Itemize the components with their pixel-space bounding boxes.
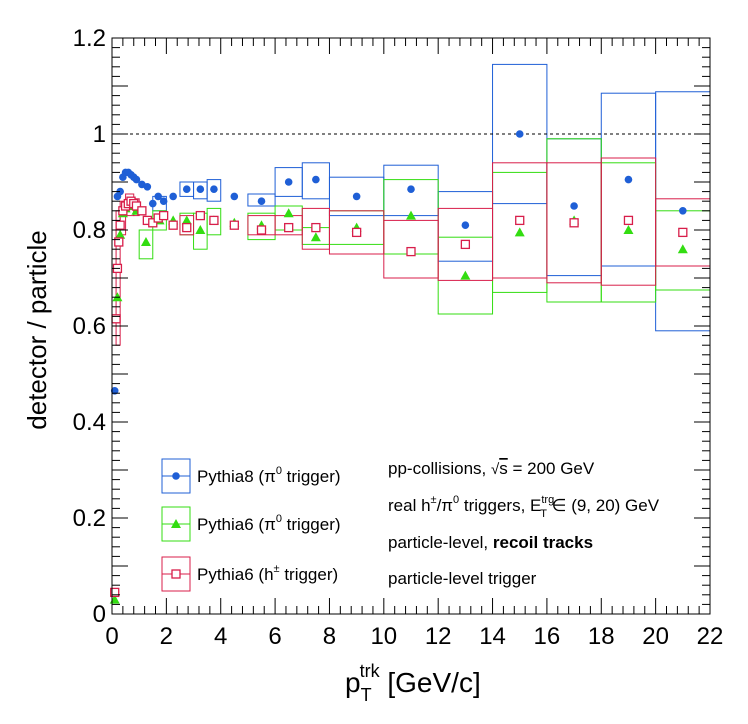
data-point	[115, 220, 125, 230]
data-point	[406, 246, 416, 257]
data-point	[182, 185, 191, 193]
y-tick-label: 0.2	[73, 505, 106, 532]
data-point	[132, 175, 141, 184]
y-tick-label: 1	[93, 121, 106, 148]
data-point	[514, 227, 525, 237]
data-point	[624, 175, 633, 184]
data-point	[284, 222, 294, 233]
y-tick-label: 0.4	[73, 409, 106, 436]
data-point	[256, 225, 267, 235]
data-point	[114, 237, 124, 247]
systematic-box	[247, 193, 276, 207]
data-point	[515, 130, 524, 138]
y-tick-label: 1.2	[73, 25, 106, 52]
y-tick-label: 0.6	[73, 313, 106, 340]
annotations: pp-collisions, √s = 200 GeV real h±/π0 tr…	[388, 459, 660, 588]
y-tick-label: 0	[93, 601, 106, 628]
data-point	[137, 206, 147, 216]
data-point	[679, 207, 687, 215]
data-point	[310, 232, 321, 242]
legend-label: Pythia6 (π0 trigger)	[197, 513, 341, 534]
data-point	[148, 218, 158, 228]
data-point	[312, 175, 320, 184]
axis-ticks	[111, 37, 711, 615]
x-tick-label: 22	[697, 623, 724, 650]
x-tick-label: 20	[642, 623, 669, 650]
data-point	[169, 192, 177, 201]
data-point	[623, 215, 634, 226]
x-tick-label: 12	[425, 623, 452, 650]
legend-marker	[171, 569, 181, 579]
annotation-line: pp-collisions, √s = 200 GeV	[388, 459, 595, 478]
legend: Pythia8 (π0 trigger) Pythia6 (π0 trigger)…	[161, 458, 341, 592]
data-point	[460, 239, 471, 250]
data-point	[623, 225, 634, 234]
legend-label: Pythia6 (h± trigger)	[197, 563, 338, 584]
data-point	[407, 185, 415, 193]
data-point	[148, 199, 157, 208]
data-point	[460, 270, 471, 280]
x-tick-label: 14	[479, 623, 506, 650]
annotation-line: particle-level trigger	[388, 569, 537, 588]
data-point	[159, 197, 168, 205]
data-point	[182, 222, 192, 233]
data-point	[406, 210, 416, 220]
data-point	[677, 244, 688, 254]
data-point	[140, 237, 151, 246]
systematic-box	[206, 207, 222, 236]
data-point	[515, 215, 525, 226]
x-tick-label: 0	[105, 623, 118, 650]
data-point	[311, 222, 321, 233]
data-point	[131, 201, 142, 211]
x-tick-label: 18	[588, 623, 615, 650]
annotation-line: real h±/π0 triggers, Etrg T ∈ (9, 20) GeV	[388, 494, 660, 520]
axis-tick-labels: 0 2 4 6 8 10 12 14 16 18 20 22 0 0.2 0.4 0.6 0.8 1 1.2	[73, 25, 724, 650]
data-point	[158, 210, 169, 221]
legend-label: Pythia8 (π0 trigger)	[197, 465, 341, 486]
x-tick-label: 8	[323, 623, 336, 650]
y-tick-label: 0.8	[73, 217, 106, 244]
data-point	[196, 185, 205, 193]
data-point	[461, 221, 470, 229]
systematic-boxes	[115, 63, 711, 346]
x-tick-label: 4	[214, 623, 227, 650]
data-point	[284, 178, 293, 186]
data-point	[257, 197, 266, 205]
x-tick-label: 10	[370, 623, 397, 650]
x-axis-title: pTtrk [GeV/c]	[345, 661, 481, 705]
data-point	[195, 210, 205, 221]
data-point	[168, 220, 178, 230]
data-point	[181, 215, 192, 225]
data-point	[115, 229, 126, 239]
data-point	[569, 218, 579, 228]
data-point	[209, 215, 219, 226]
legend-marker	[171, 519, 181, 528]
data-point	[230, 192, 239, 201]
data-point	[143, 183, 152, 191]
data-point	[570, 202, 578, 210]
data-point	[352, 192, 361, 201]
data-point	[116, 187, 124, 196]
annotation-line: particle-level, recoil tracks	[388, 533, 593, 552]
data-point	[210, 185, 218, 193]
data-point	[678, 227, 688, 238]
x-tick-label: 16	[534, 623, 561, 650]
systematic-box	[206, 179, 222, 202]
systematic-box	[138, 229, 154, 260]
data-point	[229, 220, 239, 230]
y-axis-title: detector / particle	[22, 230, 52, 429]
x-tick-label: 2	[160, 623, 173, 650]
data-point	[351, 227, 362, 238]
data-point	[283, 208, 294, 218]
x-tick-label: 6	[268, 623, 281, 650]
data-point	[110, 587, 120, 598]
legend-marker	[172, 472, 180, 480]
data-point	[154, 192, 163, 201]
data-point	[195, 225, 206, 234]
